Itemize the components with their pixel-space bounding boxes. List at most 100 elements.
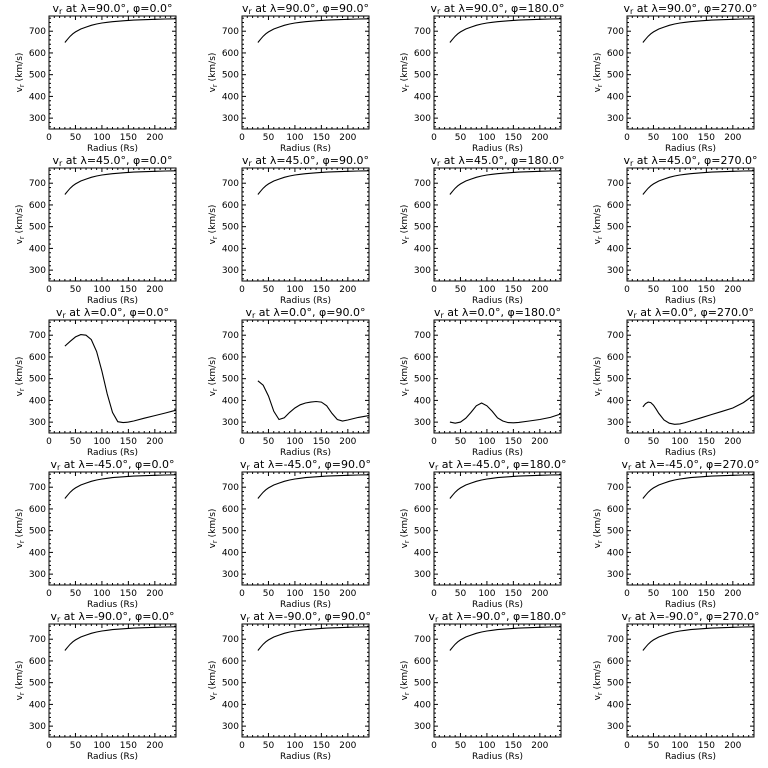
x-tick-label: 150 xyxy=(120,589,137,599)
y-tick-label: 600 xyxy=(607,49,624,59)
y-tick-label: 700 xyxy=(414,331,431,341)
y-axis-label: vr (km/s) xyxy=(15,53,26,93)
x-tick-label: 150 xyxy=(313,741,330,751)
y-tick-label: 400 xyxy=(414,396,431,406)
y-tick-label: 400 xyxy=(414,548,431,558)
series-line xyxy=(449,474,562,499)
y-tick-label: 400 xyxy=(607,548,624,558)
series-line xyxy=(64,626,177,651)
panel-title: vr at λ=0.0°, φ=180.0° xyxy=(434,306,561,320)
plot-frame xyxy=(241,623,370,738)
y-tick-label: 500 xyxy=(414,71,431,81)
x-tick-label: 100 xyxy=(671,437,688,447)
y-axis-label: vr (km/s) xyxy=(15,509,26,549)
x-axis-label: Radius (Rs) xyxy=(87,296,138,306)
x-tick-label: 200 xyxy=(531,285,548,295)
x-tick-label: 0 xyxy=(624,589,630,599)
x-tick-label: 150 xyxy=(505,741,522,751)
x-tick-label: 50 xyxy=(263,741,275,751)
x-tick-label: 50 xyxy=(70,741,82,751)
x-tick-label: 0 xyxy=(46,741,52,751)
x-axis-label: Radius (Rs) xyxy=(472,752,523,762)
panel-10: vr at λ=0.0°, φ=90.0° 0 50 100 150 200 300 400 5… xyxy=(208,306,370,458)
y-tick-label: 500 xyxy=(414,527,431,537)
y-tick-label: 400 xyxy=(222,396,239,406)
x-tick-label: 50 xyxy=(455,133,467,143)
x-tick-label: 50 xyxy=(648,285,660,295)
y-tick-label: 700 xyxy=(29,331,46,341)
x-tick-label: 150 xyxy=(505,285,522,295)
y-tick-label: 300 xyxy=(414,570,431,580)
y-tick-label: 500 xyxy=(414,375,431,385)
x-tick-label: 150 xyxy=(313,133,330,143)
x-tick-label: 200 xyxy=(339,437,356,447)
panel-3: vr at λ=90.0°, φ=180.0° 0 50 100 150 200 300 40… xyxy=(400,2,565,154)
panel-title: vr at λ=-90.0°, φ=270.0° xyxy=(621,610,759,624)
x-tick-label: 50 xyxy=(70,589,82,599)
y-tick-label: 600 xyxy=(414,201,431,211)
x-tick-label: 150 xyxy=(120,285,137,295)
plot-frame xyxy=(241,471,370,586)
x-tick-label: 150 xyxy=(313,589,330,599)
x-tick-label: 0 xyxy=(431,133,437,143)
y-axis-label: vr (km/s) xyxy=(593,661,604,701)
x-tick-label: 0 xyxy=(46,437,52,447)
plot-frame xyxy=(433,471,562,586)
y-tick-label: 600 xyxy=(29,201,46,211)
plot-frame xyxy=(433,167,562,282)
x-tick-label: 50 xyxy=(648,133,660,143)
y-tick-label: 400 xyxy=(29,244,46,254)
y-tick-label: 500 xyxy=(222,375,239,385)
x-tick-label: 0 xyxy=(239,285,245,295)
x-tick-label: 200 xyxy=(531,437,548,447)
y-tick-label: 700 xyxy=(29,179,46,189)
x-tick-label: 50 xyxy=(263,437,275,447)
series-line xyxy=(64,474,177,499)
y-tick-label: 500 xyxy=(414,679,431,689)
y-tick-label: 300 xyxy=(414,722,431,732)
y-tick-label: 700 xyxy=(29,635,46,645)
x-tick-label: 50 xyxy=(648,741,660,751)
x-axis-label: Radius (Rs) xyxy=(87,144,138,154)
y-tick-label: 700 xyxy=(607,27,624,37)
panel-title: vr at λ=-45.0°, φ=270.0° xyxy=(621,458,759,472)
y-tick-label: 400 xyxy=(414,92,431,102)
series-line xyxy=(642,170,755,195)
panel-9: vr at λ=0.0°, φ=0.0° 0 50 100 150 200 300 400 50… xyxy=(15,306,177,458)
y-tick-label: 600 xyxy=(222,201,239,211)
y-tick-label: 400 xyxy=(607,244,624,254)
panel-title: vr at λ=45.0°, φ=90.0° xyxy=(242,154,369,168)
x-tick-label: 150 xyxy=(120,741,137,751)
y-axis-label: vr (km/s) xyxy=(593,357,604,397)
y-tick-label: 500 xyxy=(29,679,46,689)
x-tick-label: 200 xyxy=(339,133,356,143)
panel-title: vr at λ=90.0°, φ=0.0° xyxy=(52,2,172,16)
plot-frame xyxy=(433,319,562,434)
y-tick-label: 400 xyxy=(29,396,46,406)
y-tick-label: 600 xyxy=(222,49,239,59)
plot-frame xyxy=(48,623,177,738)
x-tick-label: 0 xyxy=(46,133,52,143)
y-tick-label: 600 xyxy=(607,353,624,363)
y-tick-label: 600 xyxy=(29,49,46,59)
y-tick-label: 300 xyxy=(29,570,46,580)
y-tick-label: 500 xyxy=(414,223,431,233)
y-tick-label: 500 xyxy=(29,375,46,385)
x-tick-label: 50 xyxy=(70,285,82,295)
x-tick-label: 100 xyxy=(93,589,110,599)
x-tick-label: 0 xyxy=(624,133,630,143)
x-tick-label: 150 xyxy=(698,741,715,751)
y-tick-label: 700 xyxy=(607,179,624,189)
x-tick-label: 50 xyxy=(455,741,467,751)
x-tick-label: 200 xyxy=(724,133,741,143)
x-tick-label: 150 xyxy=(120,437,137,447)
y-tick-label: 400 xyxy=(222,548,239,558)
x-tick-label: 150 xyxy=(505,437,522,447)
y-tick-label: 400 xyxy=(29,92,46,102)
x-tick-label: 150 xyxy=(698,133,715,143)
x-tick-label: 100 xyxy=(286,437,303,447)
x-tick-label: 200 xyxy=(724,589,741,599)
series-line xyxy=(257,18,370,43)
y-tick-label: 600 xyxy=(29,657,46,667)
